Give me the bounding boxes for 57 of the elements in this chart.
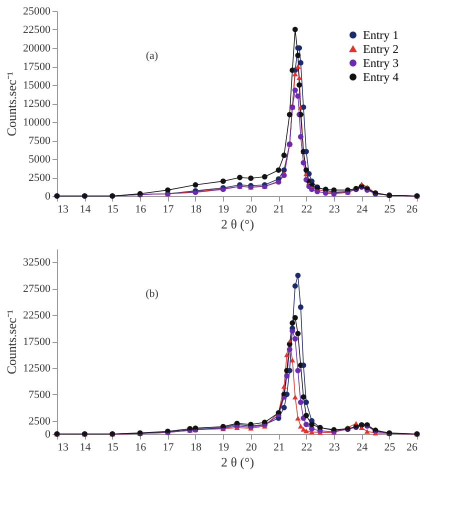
y-tick-label: 0 [45, 428, 51, 440]
x-tick-label: 20 [246, 204, 258, 216]
y-tick-label: 0 [45, 190, 51, 202]
x-tick-label: 16 [135, 204, 147, 216]
x-tick-label: 13 [58, 442, 69, 454]
x-tick-label: 24 [356, 204, 368, 216]
y-tick-label: 12500 [23, 362, 51, 374]
y-tick-label: 12500 [23, 98, 51, 110]
y-tick-label: 2500 [28, 415, 51, 428]
x-tick-label: 24 [356, 442, 368, 454]
y-axis-title: Counts.sec⁻¹ [4, 310, 19, 374]
y-tick-label: 22500 [23, 310, 51, 322]
x-tick-label: 18 [190, 204, 202, 216]
x-tick-label: 17 [162, 442, 174, 454]
x-tick-label: 25 [384, 442, 396, 454]
legend-label: Entry 4 [363, 70, 399, 84]
y-tick-label: 20000 [23, 42, 51, 54]
x-tick-label: 22 [301, 442, 312, 454]
y-tick-label: 10000 [23, 116, 51, 128]
y-tick-label: 25000 [23, 6, 51, 18]
y-tick-label: 27500 [23, 283, 51, 296]
legend-label: Entry 1 [363, 28, 399, 42]
annotation: (a) [146, 50, 158, 62]
legend-label: Entry 3 [363, 56, 399, 70]
x-tick-label: 23 [328, 442, 340, 454]
x-tick-label: 26 [406, 442, 418, 454]
y-tick-label: 22500 [23, 24, 51, 36]
y-tick-label: 32500 [23, 256, 51, 269]
x-tick-label: 26 [406, 204, 418, 216]
x-tick-label: 14 [80, 204, 92, 216]
x-tick-label: 17 [162, 204, 174, 216]
x-tick-label: 22 [301, 204, 312, 216]
x-tick-label: 15 [107, 442, 119, 454]
y-tick-label: 7500 [28, 388, 51, 401]
y-tick-label: 7500 [28, 135, 51, 147]
y-tick-label: 5000 [28, 154, 51, 166]
y-tick-label: 17500 [23, 61, 51, 73]
x-tick-label: 16 [135, 442, 147, 454]
x-tick-label: 25 [384, 204, 396, 216]
legend-label: Entry 2 [363, 42, 399, 56]
x-tick-label: 23 [328, 204, 340, 216]
y-tick-label: 2500 [28, 172, 51, 184]
x-tick-label: 21 [274, 442, 285, 454]
x-tick-label: 19 [218, 204, 230, 216]
x-tick-label: 13 [58, 204, 69, 216]
y-tick-label: 17500 [23, 336, 51, 348]
x-axis-title: 2 θ (°) [220, 454, 254, 470]
annotation: (b) [146, 288, 159, 300]
x-tick-label: 21 [274, 204, 285, 216]
x-tick-label: 14 [80, 442, 92, 454]
y-axis-title: Counts.sec⁻¹ [4, 72, 19, 136]
x-axis-title: 2 θ (°) [220, 216, 254, 232]
x-tick-label: 18 [190, 442, 202, 454]
x-tick-label: 19 [218, 442, 230, 454]
y-tick-label: 15000 [23, 80, 51, 92]
x-tick-label: 20 [246, 442, 258, 454]
x-tick-label: 15 [107, 204, 119, 216]
